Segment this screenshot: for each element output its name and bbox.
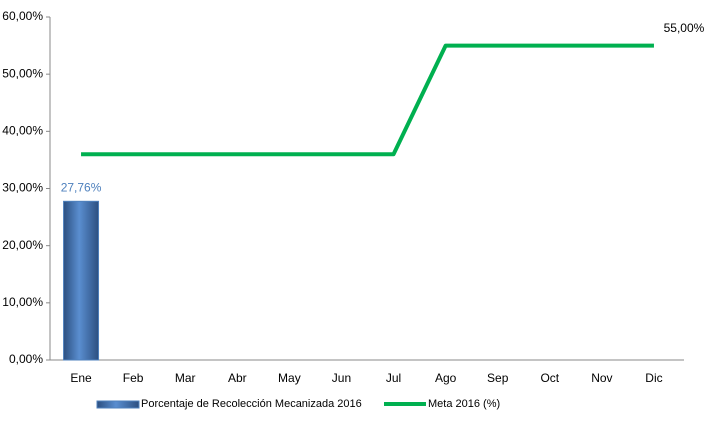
x-tick-label: May bbox=[278, 371, 301, 385]
data-label: 55,00% bbox=[664, 21, 705, 35]
x-tick-label: Jun bbox=[332, 371, 351, 385]
x-tick-label: Nov bbox=[591, 371, 612, 385]
y-tick-label: 30,00% bbox=[2, 181, 43, 195]
legend-label: Porcentaje de Recolección Mecanizada 201… bbox=[141, 398, 362, 410]
x-tick-label: Ene bbox=[70, 371, 92, 385]
legend-label: Meta 2016 (%) bbox=[428, 398, 500, 410]
x-tick-label: Mar bbox=[175, 371, 196, 385]
y-tick-label: 60,00% bbox=[2, 9, 43, 23]
x-tick-label: Ago bbox=[435, 371, 457, 385]
y-tick-label: 20,00% bbox=[2, 238, 43, 252]
y-tick-label: 50,00% bbox=[2, 66, 43, 80]
y-tick-label: 40,00% bbox=[2, 124, 43, 138]
y-tick-label: 10,00% bbox=[2, 295, 43, 309]
x-tick-label: Feb bbox=[123, 371, 144, 385]
bar bbox=[63, 200, 100, 361]
x-tick-label: Sep bbox=[487, 371, 509, 385]
data-label: 27,76% bbox=[61, 180, 102, 194]
x-tick-label: Abr bbox=[228, 371, 247, 385]
x-tick-label: Dic bbox=[645, 371, 662, 385]
x-tick-label: Oct bbox=[540, 371, 559, 385]
x-tick-label: Jul bbox=[386, 371, 401, 385]
y-tick-label: 0,00% bbox=[9, 352, 43, 366]
legend-swatch bbox=[96, 400, 140, 409]
line bbox=[81, 43, 654, 157]
